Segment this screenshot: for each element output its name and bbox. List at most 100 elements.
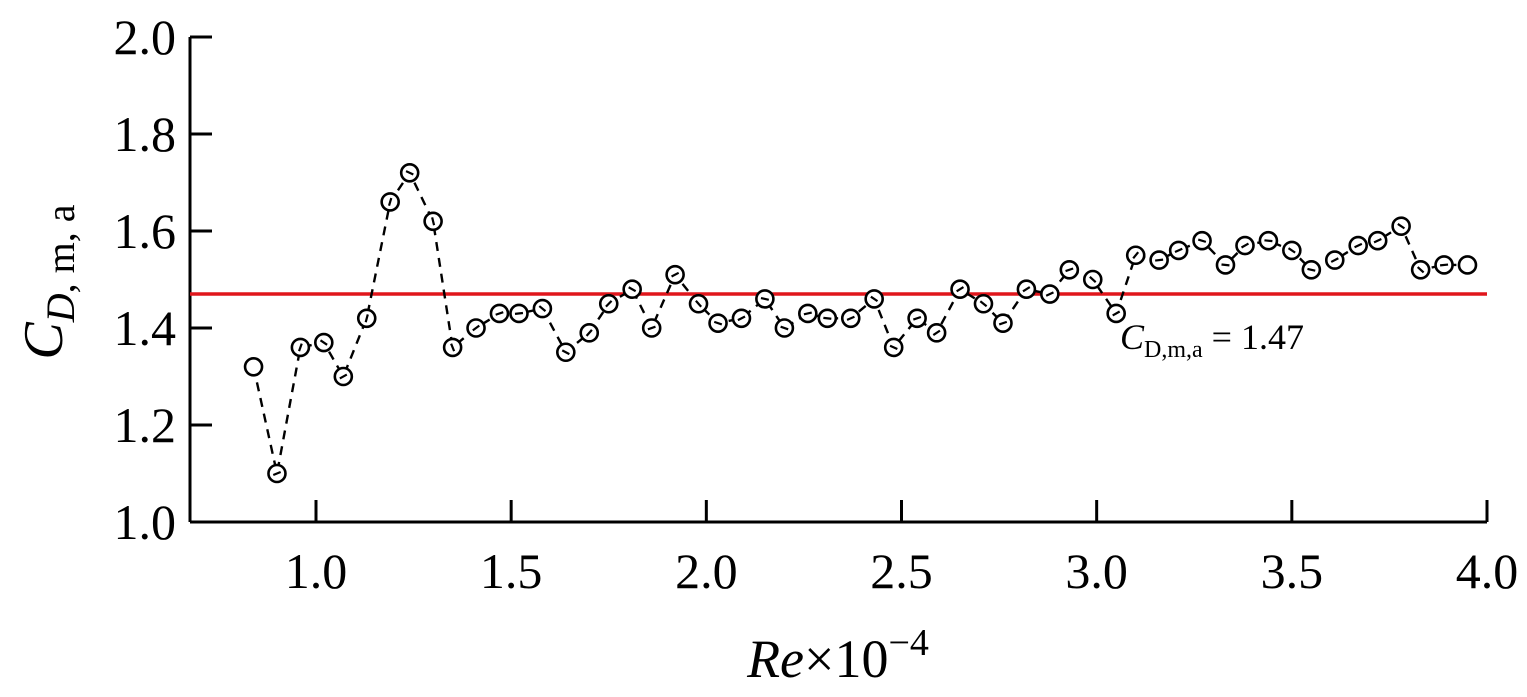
data-point-stroke	[1330, 257, 1339, 263]
x-axis-ticks: 1.0 1.5 2.0 2.5 3.0 3.5 4.0	[285, 500, 1519, 599]
data-point	[290, 337, 311, 358]
data-point-stroke	[1197, 238, 1207, 243]
data-point-stroke	[1307, 267, 1316, 272]
x-label-times: ×10	[804, 629, 888, 689]
x-tick-label: 4.0	[1456, 543, 1519, 599]
x-axis-label: Re×10−4	[746, 622, 929, 689]
data-point-stroke	[1439, 263, 1449, 267]
data-point-stroke	[298, 343, 303, 352]
data-point	[731, 308, 752, 329]
data-point-stroke	[823, 316, 832, 320]
data-point-stroke	[272, 470, 282, 477]
data-point	[356, 308, 377, 329]
data-point	[1391, 216, 1411, 236]
data-point	[314, 332, 334, 353]
data-point	[641, 318, 662, 338]
data-point-stroke	[364, 314, 369, 323]
y-tick-label: 1.4	[114, 300, 177, 356]
data-point	[1301, 259, 1322, 280]
data-point-stroke	[1089, 275, 1097, 284]
data-point-stroke	[803, 311, 812, 316]
x-tick-label: 2.5	[870, 543, 933, 599]
data-point-stroke	[695, 300, 703, 308]
data-point-stroke	[956, 286, 965, 293]
data-point	[665, 264, 685, 285]
x-label-exponent: −4	[888, 622, 928, 664]
data-point	[708, 313, 728, 333]
data-point	[1324, 250, 1345, 270]
ref-label-value: = 1.47	[1203, 317, 1304, 357]
data-point	[1040, 284, 1060, 304]
data-point	[1192, 230, 1212, 251]
data-point	[579, 323, 600, 343]
data-point	[993, 313, 1013, 333]
data-point-stroke	[737, 315, 746, 322]
data-point	[598, 293, 619, 314]
data-point	[466, 318, 486, 338]
data-point	[1168, 240, 1189, 261]
data-point-stroke	[1221, 263, 1230, 267]
data-point	[489, 303, 510, 324]
data-point-stroke	[932, 329, 941, 337]
data-point-stroke	[1174, 247, 1183, 254]
data-point	[926, 323, 947, 343]
data-point	[1258, 230, 1279, 251]
data-point	[1235, 235, 1255, 256]
data-point-stroke	[1416, 266, 1425, 274]
data-point-marker	[1457, 255, 1478, 275]
y-axis-label: CD, m, a	[13, 204, 83, 359]
data-point	[423, 211, 443, 232]
data-point-stroke	[1373, 238, 1382, 244]
data-point-stroke	[339, 373, 348, 380]
data-point-stroke	[495, 311, 504, 316]
data-point-stroke	[1354, 242, 1363, 249]
data-point	[556, 342, 576, 363]
data-point-stroke	[760, 296, 770, 301]
data-point	[622, 279, 642, 300]
y-label-subscript: D	[38, 293, 83, 323]
data-point-stroke	[647, 325, 656, 331]
data-point-stroke	[780, 325, 789, 331]
data-point-stroke	[1065, 267, 1074, 273]
data-point	[883, 337, 904, 358]
data-point	[1348, 235, 1368, 256]
data-point-stroke	[605, 300, 613, 308]
x-tick-label: 3.0	[1065, 543, 1128, 599]
data-point	[380, 192, 400, 212]
data-point	[1149, 250, 1169, 270]
data-point	[267, 463, 287, 484]
data-point-stroke	[1264, 239, 1273, 243]
data-point	[973, 293, 994, 314]
data-point	[1457, 255, 1478, 275]
data-point	[950, 279, 970, 300]
data-point	[1434, 255, 1454, 275]
data-point-stroke	[1112, 310, 1121, 317]
data-point	[688, 293, 709, 314]
data-point-stroke	[1022, 286, 1031, 293]
data-point	[864, 289, 884, 309]
data-point-stroke	[319, 339, 328, 346]
y-tick-label: 1.6	[114, 203, 177, 259]
ref-label-symbol: C	[1120, 317, 1145, 357]
data-point	[399, 163, 420, 183]
x-label-base: Re	[746, 629, 804, 689]
data-point	[817, 308, 838, 329]
series-markers	[243, 163, 1478, 484]
data-point-stroke	[561, 349, 570, 356]
y-label-suffix: , m, a	[38, 204, 83, 293]
data-point-stroke	[889, 344, 898, 351]
y-label-symbol: C	[13, 322, 75, 360]
data-point	[1282, 240, 1302, 261]
data-point	[1410, 259, 1431, 280]
data-point-stroke	[1132, 251, 1140, 260]
data-point-stroke	[998, 320, 1008, 326]
x-tick-label: 1.0	[285, 543, 348, 599]
data-point-stroke	[538, 305, 547, 312]
y-tick-label: 2.0	[114, 9, 177, 65]
data-point	[1367, 230, 1388, 251]
data-point-stroke	[514, 311, 524, 315]
data-point	[840, 308, 861, 329]
data-point-stroke	[431, 217, 436, 226]
y-tick-label: 1.8	[114, 106, 177, 162]
